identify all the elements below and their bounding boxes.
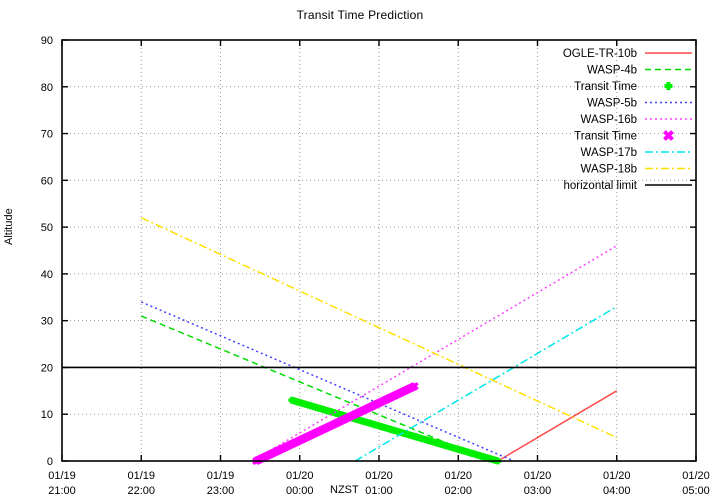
y-tick-label: 0 bbox=[47, 456, 53, 468]
legend-marker bbox=[664, 82, 673, 90]
x-tick-label-date: 01/20 bbox=[365, 470, 393, 482]
series-5 bbox=[252, 382, 419, 466]
x-tick-label-time: 00:00 bbox=[286, 485, 314, 497]
legend-label: WASP-16b bbox=[581, 114, 637, 126]
x-tick-label-time: 05:00 bbox=[682, 485, 710, 497]
legend-label: horizontal limit bbox=[564, 180, 638, 192]
legend-label: OGLE-TR-10b bbox=[563, 48, 637, 60]
legend-label: WASP-17b bbox=[581, 147, 637, 159]
x-axis-label: NZST bbox=[330, 484, 359, 496]
x-tick-label-date: 01/20 bbox=[444, 470, 472, 482]
series-1 bbox=[140, 315, 491, 462]
y-tick-label: 90 bbox=[41, 35, 53, 47]
legend-label: Transit Time bbox=[574, 131, 637, 143]
x-tick-label-date: 01/19 bbox=[48, 470, 76, 482]
x-tick-label-date: 01/20 bbox=[603, 470, 631, 482]
y-tick-label: 80 bbox=[41, 82, 53, 94]
x-tick-label-time: 01:00 bbox=[365, 485, 393, 497]
page-title: Transit Time Prediction bbox=[296, 8, 424, 22]
x-tick-label-date: 01/19 bbox=[127, 470, 155, 482]
x-tick-label-time: 21:00 bbox=[48, 485, 76, 497]
legend: OGLE-TR-10b WASP-4b Transit Time WASP-5b WAS… bbox=[563, 48, 692, 192]
series-0 bbox=[497, 390, 618, 462]
x-tick-label-date: 01/20 bbox=[286, 470, 314, 482]
y-axis-ticks: 0 10 20 30 40 50 60 70 80 90 bbox=[41, 35, 696, 468]
legend-label: WASP-4b bbox=[587, 65, 637, 77]
legend-label: WASP-5b bbox=[587, 98, 637, 110]
y-tick-label: 40 bbox=[41, 269, 53, 281]
series-7 bbox=[140, 217, 618, 439]
series-6 bbox=[354, 305, 618, 462]
x-tick-label-time: 04:00 bbox=[603, 485, 631, 497]
x-tick-label-time: 02:00 bbox=[444, 485, 472, 497]
x-tick-label-time: 22:00 bbox=[127, 485, 155, 497]
series-3 bbox=[140, 301, 515, 462]
y-tick-label: 70 bbox=[41, 129, 53, 141]
legend-marker bbox=[663, 130, 674, 141]
x-tick-label-time: 03:00 bbox=[524, 485, 552, 497]
x-axis-ticks: 01/19 21:00 01/19 22:00 01/19 23:00 01/20 00:00… bbox=[48, 40, 710, 497]
data-series-group bbox=[62, 217, 696, 466]
y-tick-label: 30 bbox=[41, 316, 53, 328]
legend-label: Transit Time bbox=[574, 81, 637, 93]
series-2 bbox=[288, 396, 502, 465]
x-tick-label-time: 23:00 bbox=[207, 485, 235, 497]
legend-label: WASP-18b bbox=[581, 164, 637, 176]
y-tick-label: 20 bbox=[41, 362, 53, 374]
x-tick-label-date: 01/19 bbox=[207, 470, 235, 482]
y-tick-label: 60 bbox=[41, 175, 53, 187]
x-tick-label-date: 01/20 bbox=[682, 470, 710, 482]
y-tick-label: 10 bbox=[41, 409, 53, 421]
x-tick-label-date: 01/20 bbox=[524, 470, 552, 482]
y-tick-label: 50 bbox=[41, 222, 53, 234]
